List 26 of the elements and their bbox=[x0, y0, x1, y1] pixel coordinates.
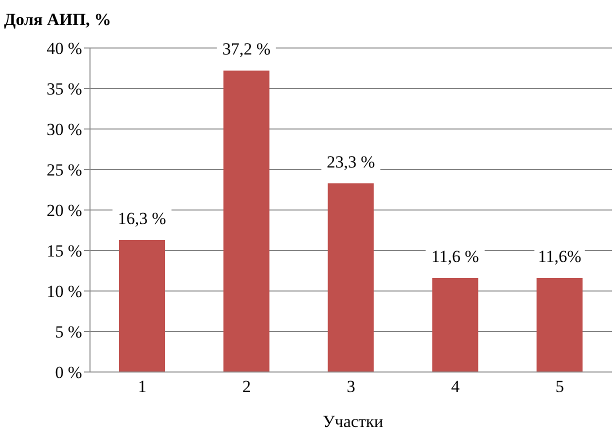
bar bbox=[223, 70, 270, 372]
x-tick-label: 2 bbox=[242, 377, 251, 396]
bar bbox=[432, 278, 478, 372]
data-label: 37,2 % bbox=[222, 40, 270, 59]
y-tick-label: 0 % bbox=[55, 363, 82, 382]
data-label: 16,3 % bbox=[118, 208, 166, 228]
x-tick-label: 3 bbox=[346, 377, 356, 396]
x-tick-label: 5 bbox=[556, 377, 564, 396]
y-tick-label: 30 % bbox=[46, 120, 82, 140]
y-tick-label: 25 % bbox=[46, 160, 82, 180]
bar bbox=[119, 240, 165, 372]
y-tick-label: 10 % bbox=[46, 282, 82, 302]
bar bbox=[328, 183, 374, 372]
bar bbox=[536, 278, 583, 372]
x-tick-label: 1 bbox=[138, 377, 146, 396]
y-tick-label: 5 % bbox=[55, 322, 82, 342]
x-tick-label: 4 bbox=[451, 377, 460, 396]
y-axis-title: Доля АИП, % bbox=[4, 10, 112, 30]
y-tick-label: 20 % bbox=[46, 201, 82, 220]
y-tick-label: 40 % bbox=[46, 39, 82, 58]
x-axis-title: Участки bbox=[322, 412, 384, 432]
y-tick-label: 35 % bbox=[46, 80, 82, 99]
data-label: 23,3 % bbox=[326, 152, 375, 172]
y-tick-label: 15 % bbox=[46, 242, 82, 261]
data-label: 11,6% bbox=[538, 247, 582, 266]
data-label: 11,6 % bbox=[431, 247, 479, 266]
